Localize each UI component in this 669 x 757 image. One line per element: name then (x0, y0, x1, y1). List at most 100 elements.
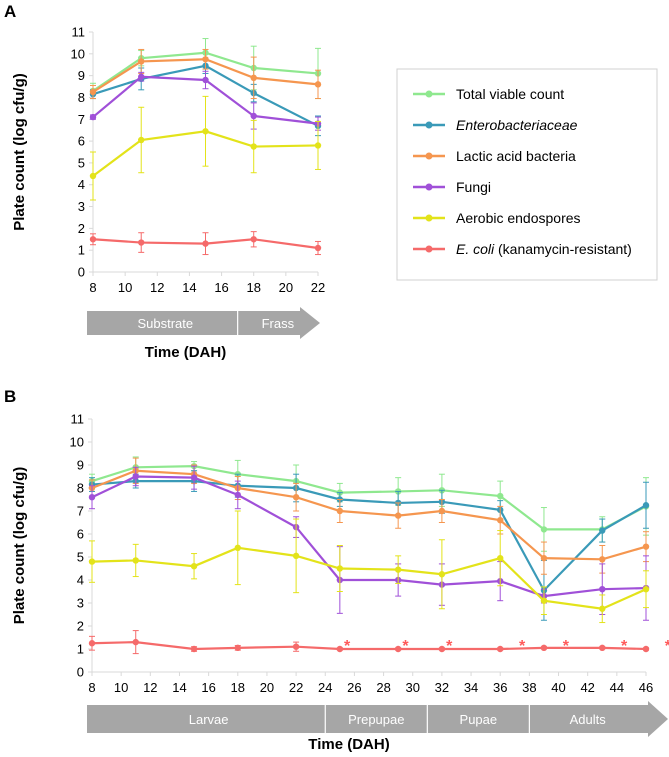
x-tick-label: 8 (88, 680, 95, 695)
stage-label: Frass (262, 316, 295, 331)
data-point (599, 605, 606, 612)
significance-asterisk: * (563, 638, 570, 655)
data-point (292, 643, 300, 650)
data-point (497, 492, 504, 500)
panel-letter: A (4, 2, 16, 21)
y-tick-label: 2 (78, 221, 85, 236)
legend-swatch-marker (425, 183, 433, 191)
legend-swatch-marker (425, 121, 433, 129)
significance-asterisk: * (519, 638, 526, 655)
y-axis-title: Plate count (log cfu/g) (11, 467, 28, 625)
stage-arrow (87, 307, 320, 339)
data-point (314, 142, 322, 149)
data-point (314, 81, 322, 88)
data-point (88, 640, 96, 647)
data-point (497, 517, 504, 524)
series-e-coli-kanamycin-resistant (89, 231, 322, 256)
data-point (190, 474, 198, 481)
data-point (497, 554, 504, 562)
data-point (336, 645, 344, 653)
series-fungi (88, 465, 650, 621)
y-tick-label: 7 (77, 504, 84, 519)
data-point (599, 644, 606, 652)
y-tick-label: 7 (78, 112, 85, 127)
data-point (599, 586, 606, 593)
y-tick-label: 5 (77, 550, 84, 565)
x-tick-label: 32 (435, 680, 449, 695)
x-tick-label: 42 (580, 680, 594, 695)
x-tick-label: 14 (182, 280, 196, 295)
data-point (88, 558, 96, 565)
x-tick-label: 46 (639, 680, 653, 695)
y-axis-title: Plate count (log cfu/g) (11, 73, 28, 231)
data-point (138, 136, 145, 144)
x-tick-label: 20 (279, 280, 293, 295)
y-tick-label: 9 (77, 458, 84, 473)
data-point (642, 502, 650, 509)
legend-swatch-marker (425, 214, 433, 222)
y-tick-label: 8 (78, 90, 85, 105)
legend-label-text: Fungi (456, 179, 491, 195)
data-point (138, 58, 145, 65)
x-tick-label: 28 (376, 680, 390, 695)
data-point (190, 645, 198, 653)
data-point (234, 644, 241, 652)
y-tick-label: 1 (78, 243, 85, 258)
data-point (497, 645, 504, 653)
y-tick-label: 3 (78, 199, 85, 214)
series-line (91, 640, 647, 651)
legend-swatch-marker (425, 90, 433, 98)
data-point (394, 512, 402, 519)
x-tick-label: 24 (318, 680, 332, 695)
legend-label: Enterobacteriaceae (456, 117, 578, 133)
legend-label-text: Aerobic endospores (456, 210, 581, 226)
y-tick-label: 3 (77, 596, 84, 611)
data-point (314, 244, 322, 252)
legend-label-text: Total viable count (456, 86, 564, 102)
legend-label: Fungi (456, 179, 491, 195)
data-point (234, 544, 241, 551)
series-lactic-acid-bacteria (88, 457, 650, 575)
data-point (438, 507, 446, 515)
stage-label: Larvae (189, 712, 229, 727)
x-tick-label: 36 (493, 680, 507, 695)
x-tick-label: 10 (114, 680, 128, 695)
x-tick-label: 18 (231, 680, 245, 695)
series-aerobic-endospores (88, 510, 650, 624)
data-point (540, 526, 548, 533)
series-total-viable-count (88, 456, 650, 552)
stage-label: Pupae (460, 712, 498, 727)
x-tick-label: 34 (464, 680, 478, 695)
series-lactic-acid-bacteria (89, 48, 322, 100)
series-aerobic-endospores (89, 95, 322, 201)
data-point (88, 494, 96, 501)
data-point (540, 644, 548, 652)
x-tick-label: 16 (214, 280, 228, 295)
data-point (132, 638, 139, 646)
x-tick-label: 8 (89, 280, 96, 295)
legend-label: Aerobic endospores (456, 210, 581, 226)
data-point (599, 556, 606, 563)
legend-label-italic: E. coli (456, 241, 495, 257)
data-point (202, 240, 209, 247)
x-tick-label: 38 (522, 680, 536, 695)
y-tick-label: 6 (77, 527, 84, 542)
stage-arrow (87, 701, 668, 737)
series-line (91, 480, 647, 593)
data-point (190, 563, 198, 570)
x-tick-label: 40 (551, 680, 565, 695)
y-tick-label: 0 (77, 665, 84, 680)
legend-label-text: Lactic acid bacteria (456, 148, 576, 164)
data-point (250, 143, 257, 150)
data-point (202, 76, 209, 84)
y-tick-label: 4 (77, 573, 84, 588)
series-line (91, 465, 647, 531)
legend: Total viable count Enterobacteriaceae Lact… (396, 68, 658, 281)
x-tick-label: 30 (406, 680, 420, 695)
legend-label: Total viable count (456, 86, 564, 102)
series-fungi (89, 70, 322, 131)
y-tick-label: 10 (71, 46, 85, 61)
x-tick-label: 20 (260, 680, 274, 695)
significance-asterisk: * (446, 638, 453, 655)
